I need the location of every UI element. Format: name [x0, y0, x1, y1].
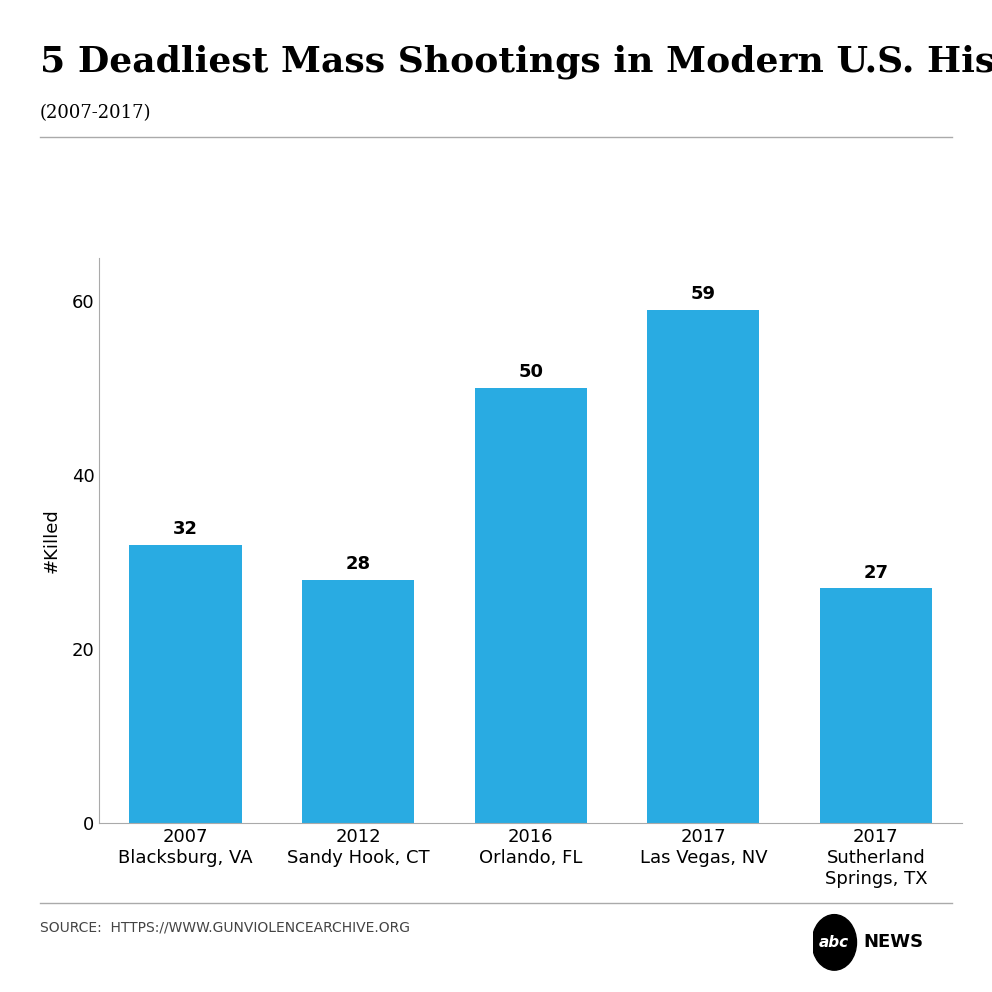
Text: (2007-2017): (2007-2017): [40, 104, 151, 122]
Text: 5 Deadliest Mass Shootings in Modern U.S. History: 5 Deadliest Mass Shootings in Modern U.S…: [40, 45, 992, 79]
Circle shape: [812, 915, 856, 970]
Text: SOURCE:  HTTPS://WWW.GUNVIOLENCEARCHIVE.ORG: SOURCE: HTTPS://WWW.GUNVIOLENCEARCHIVE.O…: [40, 921, 410, 934]
Y-axis label: #Killed: #Killed: [43, 508, 61, 573]
Text: abc: abc: [819, 934, 849, 950]
Text: 27: 27: [863, 563, 889, 581]
Text: 32: 32: [173, 520, 198, 538]
Bar: [129, 545, 242, 823]
Bar: [647, 310, 760, 823]
Text: NEWS: NEWS: [863, 933, 924, 951]
Bar: [302, 579, 415, 823]
Bar: [819, 588, 932, 823]
Text: 28: 28: [345, 555, 371, 572]
Text: 59: 59: [690, 285, 716, 304]
Text: 50: 50: [518, 363, 544, 382]
Bar: [474, 389, 587, 823]
